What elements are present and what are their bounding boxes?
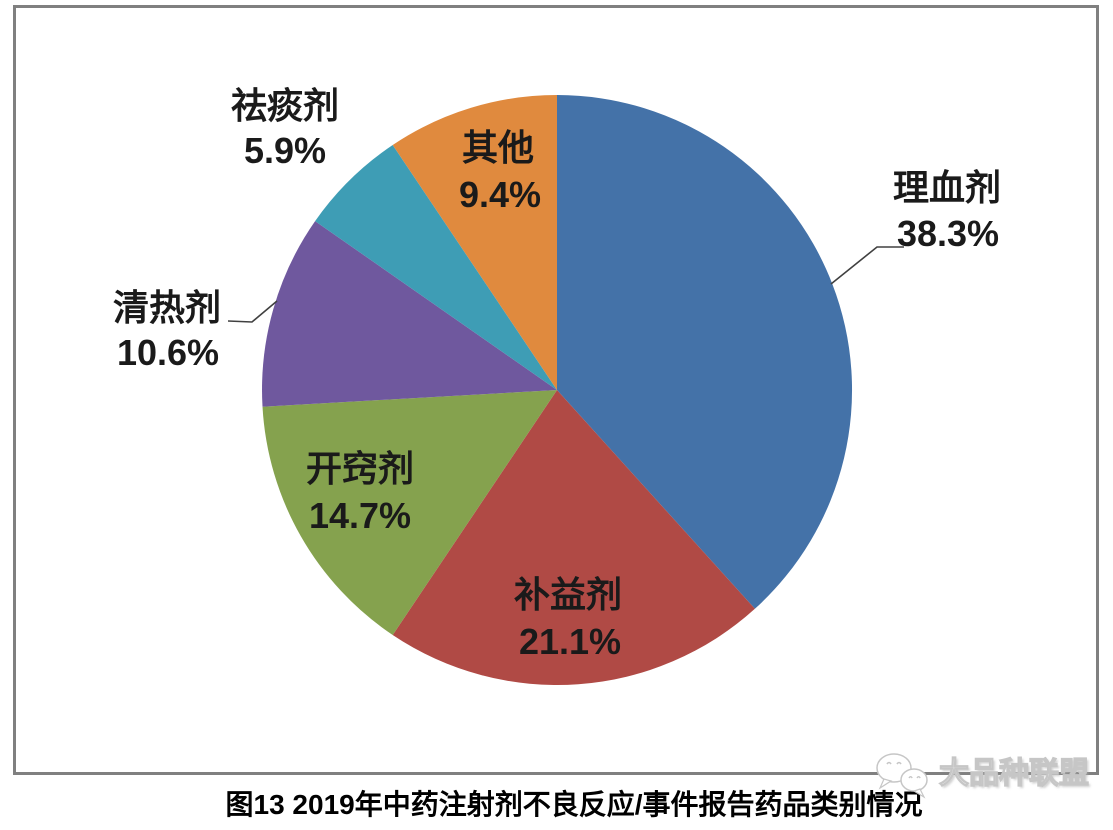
leader-line-qingreji bbox=[227, 300, 278, 323]
slice-label-buyiji: 补益剂 bbox=[513, 574, 623, 615]
slice-label-qutanji: 祛痰剂 bbox=[230, 85, 340, 126]
pie-slice-5 bbox=[392, 95, 557, 390]
leader-line-lixueji bbox=[830, 246, 904, 285]
figure-caption: 图13 2019年中药注射剂不良反应/事件报告药品类别情况 bbox=[225, 789, 923, 820]
pie-slice-3 bbox=[262, 221, 557, 407]
pie-slice-1 bbox=[392, 390, 755, 686]
slice-value-qita: 9.4% bbox=[458, 174, 542, 215]
slice-label-kaiqiaoji: 开窍剂 bbox=[305, 448, 415, 489]
watermark: 大品种联盟 bbox=[872, 748, 1090, 800]
slice-value-buyiji: 21.1% bbox=[518, 621, 622, 662]
pie-slice-4 bbox=[315, 145, 557, 390]
slice-label-qita: 其他 bbox=[461, 127, 535, 168]
pie-slices bbox=[262, 94, 853, 686]
slice-value-qingreji: 10.6% bbox=[116, 332, 220, 373]
wechat-icon bbox=[876, 753, 928, 799]
pie-slice-0 bbox=[557, 94, 853, 609]
pie-slice-2 bbox=[262, 390, 557, 635]
slice-value-kaiqiaoji: 14.7% bbox=[308, 495, 412, 536]
slice-label-qingreji: 清热剂 bbox=[112, 287, 222, 328]
watermark-text: 大品种联盟 bbox=[938, 757, 1089, 790]
slice-label-lixueji: 理血剂 bbox=[892, 167, 1002, 208]
slice-value-lixueji: 38.3% bbox=[896, 213, 1000, 254]
slice-value-qutanji: 5.9% bbox=[243, 130, 327, 171]
